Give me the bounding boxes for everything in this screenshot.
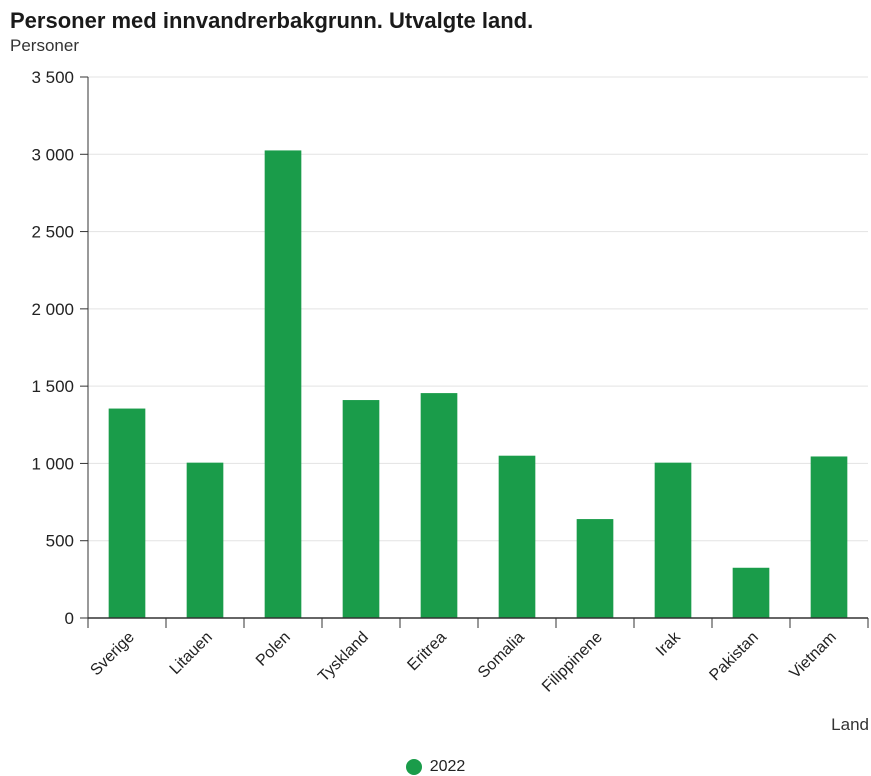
legend-swatch <box>405 759 422 775</box>
y-tick-label: 500 <box>46 532 74 551</box>
bar <box>498 455 536 618</box>
bar <box>810 456 848 618</box>
x-tick-label: Pakistan <box>706 629 761 684</box>
x-tick-label: Filippinene <box>539 629 606 696</box>
legend-label: 2022 <box>429 758 466 775</box>
y-tick-label: 2 500 <box>31 223 74 242</box>
legend: 2022 <box>0 758 871 776</box>
x-tick-label: Polen <box>253 629 294 670</box>
bar <box>108 408 146 618</box>
bar <box>654 462 692 618</box>
x-tick-label: Somalia <box>475 629 528 682</box>
y-tick-label: 2 000 <box>31 300 74 319</box>
x-tick-label: Tyskland <box>315 629 372 686</box>
y-tick-label: 0 <box>65 609 74 628</box>
bar <box>264 150 302 618</box>
y-tick-label: 3 500 <box>31 68 74 87</box>
bar <box>342 400 380 618</box>
bar <box>420 393 458 618</box>
y-tick-label: 3 000 <box>31 145 74 164</box>
x-tick-label: Vietnam <box>787 629 840 682</box>
bar-chart: 0 500 1 000 1 500 2 000 2 500 3 000 3 500 Sverig… <box>31 68 869 696</box>
x-tick-label: Sverige <box>87 629 137 679</box>
x-tick-label: Irak <box>653 628 685 660</box>
bar <box>576 519 614 618</box>
bar <box>186 462 224 618</box>
x-tick-label: Eritrea <box>404 629 449 674</box>
bar <box>732 567 770 618</box>
x-axis-title: Land <box>831 715 869 734</box>
y-tick-label: 1 500 <box>31 377 74 396</box>
y-tick-label: 1 000 <box>31 454 74 473</box>
x-tick-label: Litauen <box>167 629 216 678</box>
y-axis-title: Personer <box>10 36 79 55</box>
chart-title: Personer med innvandrerbakgrunn. Utvalgt… <box>10 8 534 33</box>
